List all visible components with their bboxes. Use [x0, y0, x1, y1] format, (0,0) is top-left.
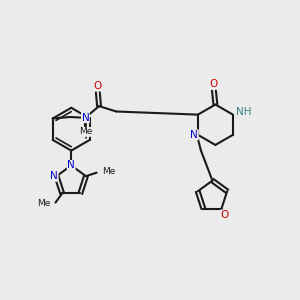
Text: O: O: [93, 81, 101, 91]
Text: N: N: [190, 130, 198, 140]
Text: Me: Me: [37, 199, 50, 208]
Text: O: O: [210, 79, 218, 89]
Text: NH: NH: [236, 107, 251, 117]
Text: Me: Me: [79, 128, 92, 136]
Text: Me: Me: [102, 167, 116, 176]
Text: N: N: [50, 171, 58, 181]
Text: N: N: [68, 160, 75, 170]
Text: O: O: [220, 210, 229, 220]
Text: N: N: [82, 112, 89, 123]
